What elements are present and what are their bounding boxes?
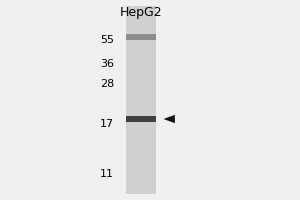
Text: 36: 36 xyxy=(100,59,114,69)
Text: 28: 28 xyxy=(100,79,114,89)
Text: 11: 11 xyxy=(100,169,114,179)
Bar xyxy=(126,34,156,40)
Polygon shape xyxy=(164,115,175,123)
Bar xyxy=(126,116,156,122)
Text: 17: 17 xyxy=(100,119,114,129)
Bar xyxy=(126,6,156,194)
Text: 55: 55 xyxy=(100,35,114,45)
Text: HepG2: HepG2 xyxy=(120,6,162,19)
